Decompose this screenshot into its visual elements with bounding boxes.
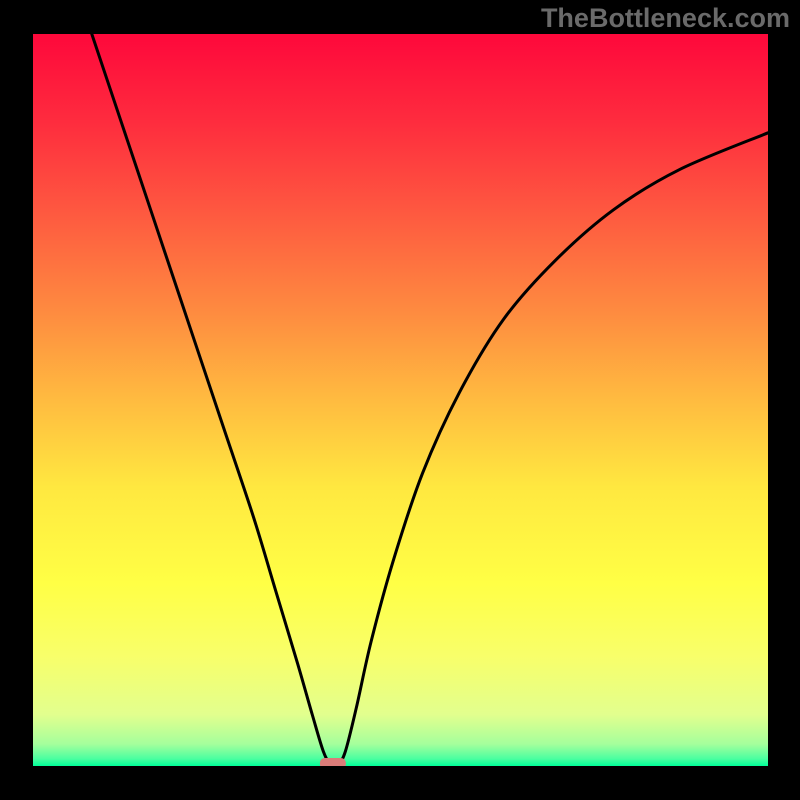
chart-container: TheBottleneck.com xyxy=(0,0,800,800)
watermark-text: TheBottleneck.com xyxy=(541,3,790,34)
minimum-marker xyxy=(320,758,346,766)
chart-svg xyxy=(33,34,768,766)
plot-area xyxy=(33,34,768,766)
plot-background xyxy=(33,34,768,766)
